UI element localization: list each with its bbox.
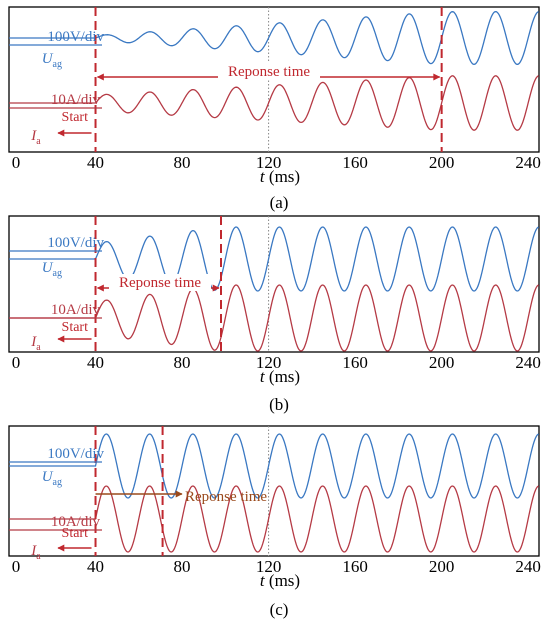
x-tick-label: 120 [256, 153, 282, 172]
plot-frame [8, 425, 540, 557]
x-tick-label: 0 [12, 557, 21, 576]
current-symbol: Ia [30, 543, 41, 562]
x-tick-label: 240 [515, 557, 541, 576]
response-label-bg [109, 274, 211, 291]
voltage-symbol: Uag [42, 260, 62, 279]
x-tick-label: 80 [174, 153, 191, 172]
panel-caption: (b) [269, 395, 289, 414]
response-label-bg [218, 63, 320, 80]
x-tick-label: 160 [342, 353, 368, 372]
x-tick-label: 40 [87, 353, 104, 372]
current-symbol: Ia [30, 334, 41, 353]
x-tick-label: 40 [87, 153, 104, 172]
current-scale-label: 10A/div [51, 302, 101, 318]
current-waveform [9, 485, 539, 553]
current-symbol: Ia [30, 128, 41, 147]
x-tick-label: 160 [342, 153, 368, 172]
current-waveform [9, 284, 539, 352]
x-tick-label: 40 [87, 557, 104, 576]
voltage-scale-label: 100V/div [47, 29, 104, 45]
current-scale-label: 10A/div [51, 514, 101, 530]
current-waveform [9, 75, 539, 131]
voltage-waveform [9, 11, 539, 65]
response-time-label: Reponse time [119, 275, 201, 291]
voltage-scale-label: 100V/div [47, 446, 104, 462]
x-tick-label: 200 [429, 557, 455, 576]
x-tick-label: 120 [256, 557, 282, 576]
voltage-symbol: Uag [42, 51, 62, 70]
current-scale-label: 10A/div [51, 92, 101, 108]
response-time-label: Reponse time [228, 64, 310, 80]
start-label: Start [62, 320, 89, 335]
x-tick-label: 160 [342, 557, 368, 576]
chart-panel: Reponse time 100V/div Uag 10A/div Start Ia 0 40… [8, 215, 541, 414]
x-tick-label: 80 [174, 353, 191, 372]
x-axis-label: t (ms) [260, 167, 300, 186]
chart-panel: Reponse time 100V/div Uag 10A/div Start Ia 0 40… [8, 6, 541, 212]
x-tick-label: 240 [515, 153, 541, 172]
panel-caption: (c) [270, 600, 289, 619]
x-tick-label: 240 [515, 353, 541, 372]
x-axis-label: t (ms) [260, 571, 300, 590]
start-label: Start [62, 526, 89, 541]
response-time-label: Reponse time [185, 489, 267, 505]
x-tick-label: 120 [256, 353, 282, 372]
plot-frame [8, 6, 540, 153]
x-tick-label: 200 [429, 153, 455, 172]
plot-frame [8, 215, 540, 353]
voltage-waveform [9, 433, 539, 499]
start-label: Start [62, 110, 89, 125]
x-tick-label: 80 [174, 557, 191, 576]
x-tick-label: 200 [429, 353, 455, 372]
x-tick-label: 0 [12, 153, 21, 172]
x-axis-label: t (ms) [260, 367, 300, 386]
x-tick-label: 0 [12, 353, 21, 372]
voltage-scale-label: 100V/div [47, 235, 104, 251]
voltage-symbol: Uag [42, 469, 62, 488]
panel-caption: (a) [270, 193, 289, 212]
